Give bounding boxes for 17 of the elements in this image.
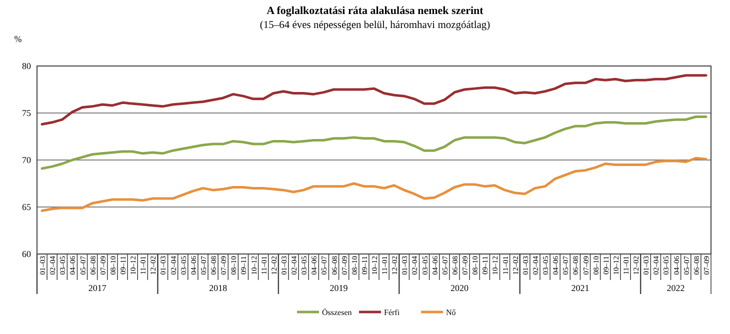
chart-subtitle: (15–64 éves népességen belül, háromhavi mozgóátlag) — [260, 20, 491, 31]
chart-title: A foglalkoztatási ráta alakulása nemek szerint — [266, 5, 484, 17]
text: 2018 — [209, 283, 228, 293]
y-tick-label: 60 — [22, 249, 32, 260]
legend-label: Férfi — [384, 308, 400, 317]
legend-label: Nő — [446, 308, 456, 317]
text: 2019 — [330, 283, 348, 293]
y-tick-label: 75 — [22, 108, 32, 118]
legend-label: Összesen — [322, 308, 352, 317]
text: 2020 — [450, 283, 470, 293]
text: 2021 — [571, 283, 590, 293]
y-tick-label: 80 — [22, 61, 32, 72]
text: 2017 — [88, 283, 107, 293]
y-tick-label: 65 — [22, 202, 32, 212]
text: 2022 — [666, 283, 685, 293]
y-axis-title: % — [14, 34, 22, 44]
y-tick-label: 70 — [22, 155, 32, 166]
